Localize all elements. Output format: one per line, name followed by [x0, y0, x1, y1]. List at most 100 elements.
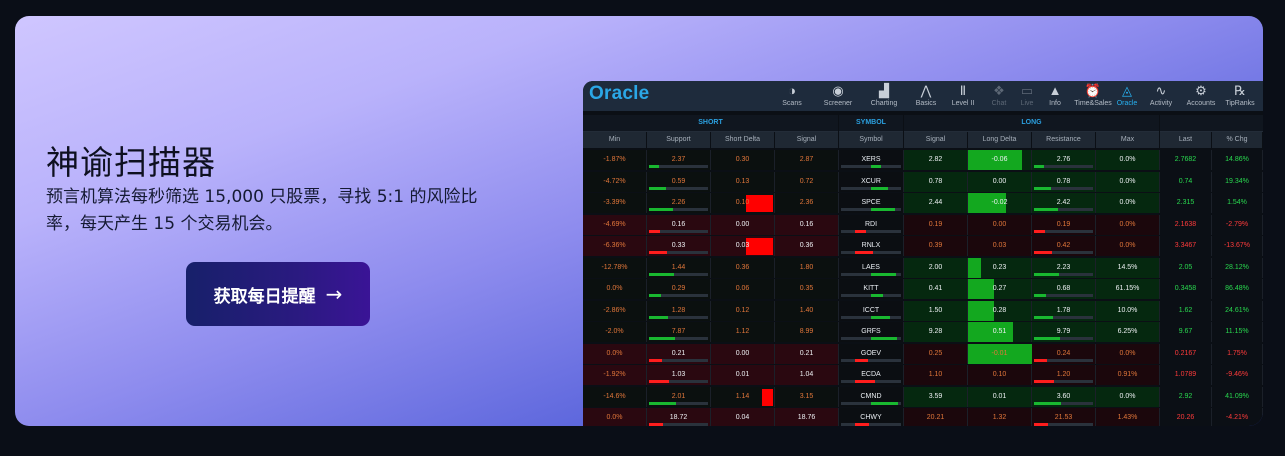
column-header-resistance[interactable]: Resistance: [1032, 132, 1095, 148]
range-fill: [1034, 337, 1060, 340]
table-cell-symbol: GRFS: [839, 322, 904, 342]
table-cell-support: 2.01: [647, 386, 711, 407]
cell-value: 24.61%: [1225, 306, 1249, 314]
range-fill: [1034, 272, 1059, 276]
range-fill: [871, 337, 897, 340]
column-header-support[interactable]: Support: [647, 132, 710, 148]
range-fill: [649, 294, 661, 297]
cell-value: 0.12: [735, 306, 750, 314]
cell-value: 3.15: [799, 392, 814, 400]
table-cell--chg: 19.34%: [1212, 171, 1263, 192]
long-delta-bar: [968, 322, 1013, 342]
table-row[interactable]: -14.6% 2.01 1.14 3.15 CMND 3.59 0.01 3.60 0.0% 2.…: [583, 386, 1263, 408]
column-header-signal[interactable]: Signal: [904, 132, 967, 148]
cell-value: 0.01: [735, 371, 750, 378]
cell-value: 9.28: [928, 328, 943, 335]
range-track: [649, 294, 708, 297]
cell-value: 11.15%: [1225, 328, 1249, 335]
banner-title: 神谕扫描器: [46, 143, 216, 182]
table-row[interactable]: -1.92% 1.03 0.01 1.04 ECDA 1.10 0.10 1.20 0.91% 1…: [583, 365, 1263, 386]
range-track: [649, 358, 708, 362]
nav-oracle[interactable]: ◬ Oracle: [1106, 83, 1148, 107]
table-row[interactable]: -2.86% 1.28 0.12 1.40 ICCT 1.50 0.28 1.78 10.0% 1…: [583, 300, 1263, 322]
nav-accounts[interactable]: ⚙ Accounts: [1180, 83, 1222, 107]
table-row[interactable]: -4.69% 0.16 0.00 0.16 RDI 0.19 0.00 0.19 0.0% 2.1…: [583, 214, 1263, 236]
table-cell-long-delta: 0.00: [968, 171, 1032, 192]
column-header-min[interactable]: Min: [583, 132, 646, 148]
range-track: [1034, 186, 1093, 190]
eye-icon: ◉: [832, 83, 844, 98]
cell-value: -4.72%: [603, 177, 626, 185]
nav-scans[interactable]: ◑ Scans: [771, 83, 813, 107]
cell-value: -1.87%: [603, 156, 626, 163]
column-header--chg[interactable]: % Chg: [1212, 132, 1262, 148]
range-fill: [649, 337, 675, 340]
table-cell-min: -2.0%: [583, 322, 647, 342]
nav-level-ii[interactable]: Ⅱ Level II: [942, 83, 984, 107]
nav-tipranks[interactable]: ℞ TipRanks: [1219, 83, 1261, 107]
table-cell-max: 10.0%: [1096, 300, 1160, 321]
column-header-symbol[interactable]: Symbol: [839, 132, 903, 148]
table-cell-short-delta: 0.06: [711, 279, 775, 299]
range-track: [1034, 337, 1093, 340]
nav-label: Charting: [870, 100, 898, 107]
table-cell-max: 0.0%: [1096, 150, 1160, 170]
table-row[interactable]: -2.0% 7.87 1.12 8.99 GRFS 9.28 0.51 9.79 6.25% 9.…: [583, 322, 1263, 343]
cell-value: 0.0%: [1119, 220, 1136, 228]
table-cell-min: -6.36%: [583, 236, 647, 256]
table-row[interactable]: -4.72% 0.59 0.13 0.72 XCUR 0.78 0.00 0.78 0.0% 0.…: [583, 171, 1263, 193]
pyramid-eye-icon: ◬: [1122, 83, 1132, 98]
table-row[interactable]: -1.87% 2.37 0.30 2.87 XERS 2.82 -0.06 2.76 0.0% 2…: [583, 150, 1263, 171]
nav-screener[interactable]: ◉ Screener: [817, 83, 859, 107]
nav-activity[interactable]: ∿ Activity: [1140, 83, 1182, 107]
get-daily-alerts-button[interactable]: 获取每日提醒 →: [186, 262, 370, 326]
table-cell--chg: 14.86%: [1212, 150, 1263, 170]
cell-value: 0.25: [928, 349, 943, 357]
table-row[interactable]: -12.78% 1.44 0.36 1.80 LAES 2.00 0.23 2.23 14.5%…: [583, 257, 1263, 279]
table-cell-resistance: 0.78: [1032, 171, 1096, 192]
range-track: [841, 423, 901, 426]
cell-value: 9.79: [1056, 328, 1071, 335]
cell-value: 0.51: [992, 328, 1007, 335]
column-header-long-delta[interactable]: Long Delta: [968, 132, 1031, 148]
cell-value: -3.39%: [603, 199, 626, 206]
table-cell-max: 6.25%: [1096, 322, 1160, 342]
table-cell--chg: 1.75%: [1212, 343, 1263, 364]
table-cell-last: 1.0789: [1160, 365, 1212, 385]
nav-time-sales[interactable]: ⏰ Time&Sales: [1072, 83, 1114, 107]
column-header-max[interactable]: Max: [1096, 132, 1159, 148]
table-cell-last: 9.67: [1160, 322, 1212, 342]
table-row[interactable]: 0.0% 0.21 0.00 0.21 GOEV 0.25 -0.01 0.24 0.0% 0.2…: [583, 343, 1263, 365]
table-cell-last: 2.1638: [1160, 214, 1212, 235]
table-cell-min: -4.69%: [583, 214, 647, 235]
column-header-short-delta[interactable]: Short Delta: [711, 132, 774, 148]
nav-chat[interactable]: ❖ Chat: [978, 83, 1020, 107]
table-cell-support: 0.16: [647, 214, 711, 235]
nav-info[interactable]: ▲ Info: [1034, 83, 1076, 107]
table-row[interactable]: 0.0% 0.29 0.06 0.35 KITT 0.41 0.27 0.68 61.15% 0.…: [583, 279, 1263, 300]
table-cell-min: -12.78%: [583, 257, 647, 278]
table-row[interactable]: 0.0% 18.72 0.04 18.76 CHWY 20.21 1.32 21.53 1.43…: [583, 408, 1263, 426]
cell-value: 0.19: [928, 220, 943, 228]
nav-basics[interactable]: ⋀ Basics: [905, 83, 947, 107]
table-cell-signal: 1.10: [904, 365, 968, 385]
column-header-last[interactable]: Last: [1160, 132, 1211, 148]
range-track: [1034, 208, 1093, 211]
short-delta-bar: [746, 195, 773, 212]
nav-live[interactable]: ▭ Live: [1006, 83, 1048, 107]
cell-value: 0.33: [671, 242, 686, 249]
table-cell-support: 1.03: [647, 365, 711, 385]
table-cell-short-delta: 0.36: [711, 257, 775, 278]
nav-charting[interactable]: ▟ Charting: [863, 83, 905, 107]
range-track: [1034, 380, 1093, 383]
table-row[interactable]: -6.36% 0.33 0.03 0.36 RNLX 0.39 0.03 0.42 0.0% 3.…: [583, 236, 1263, 257]
column-header-signal[interactable]: Signal: [775, 132, 838, 148]
table-row[interactable]: -3.39% 2.26 0.10 2.36 SPCE 2.44 -0.02 2.42 0.0% 2…: [583, 193, 1263, 214]
range-track: [841, 229, 901, 233]
table-cell-signal: 1.04: [775, 365, 839, 385]
cell-value: 20.21: [926, 414, 945, 421]
table-cell-signal: 0.39: [904, 236, 968, 256]
range-fill: [1034, 294, 1046, 297]
range-fill: [871, 315, 890, 319]
nav-label: Accounts: [1186, 100, 1216, 107]
